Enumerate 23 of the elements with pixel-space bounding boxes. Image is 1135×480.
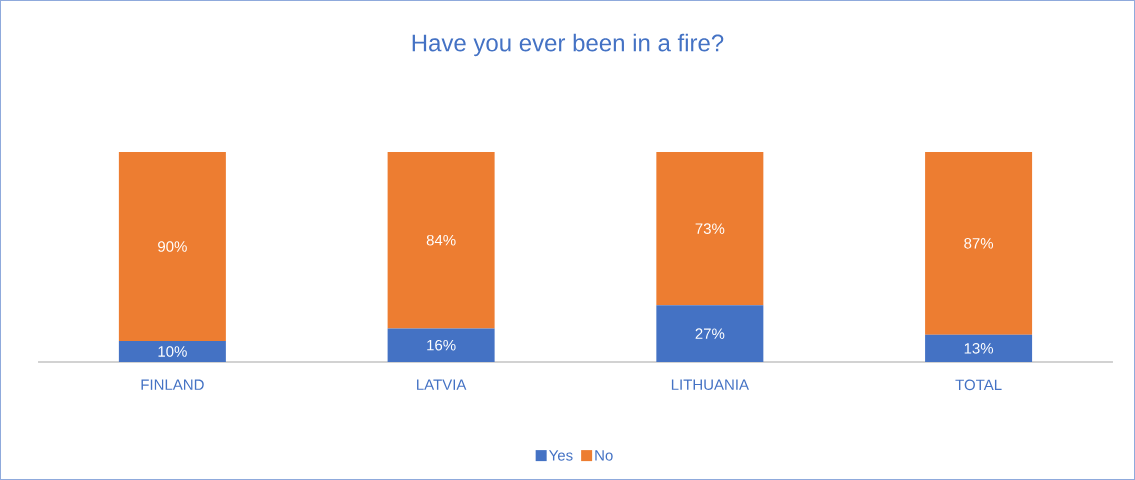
data-label: 84% <box>426 234 456 246</box>
x-tick-label: LITHUANIA <box>671 379 749 390</box>
legend-label: No <box>595 450 613 461</box>
bar <box>656 305 764 362</box>
bar <box>118 341 226 362</box>
data-label: 10% <box>158 346 187 357</box>
data-label: 13% <box>964 343 994 354</box>
x-tick-label: LATVIA <box>417 379 467 390</box>
x-tick-label: FINLAND <box>141 379 204 390</box>
bar <box>387 328 495 362</box>
data-label: 90% <box>158 241 187 252</box>
data-label: 87% <box>964 238 994 249</box>
data-label: 73% <box>695 223 725 234</box>
x-tick-label: TOTAL <box>955 379 1002 391</box>
bar <box>656 152 764 306</box>
bar <box>387 152 495 329</box>
data-label: 27% <box>695 328 725 339</box>
legend-label: Yes <box>548 450 573 461</box>
chart-title: Have you ever been in a fire? <box>412 33 724 57</box>
data-label: 16% <box>427 339 456 351</box>
bar <box>925 334 1033 362</box>
bar <box>925 152 1033 335</box>
bar <box>118 152 226 341</box>
